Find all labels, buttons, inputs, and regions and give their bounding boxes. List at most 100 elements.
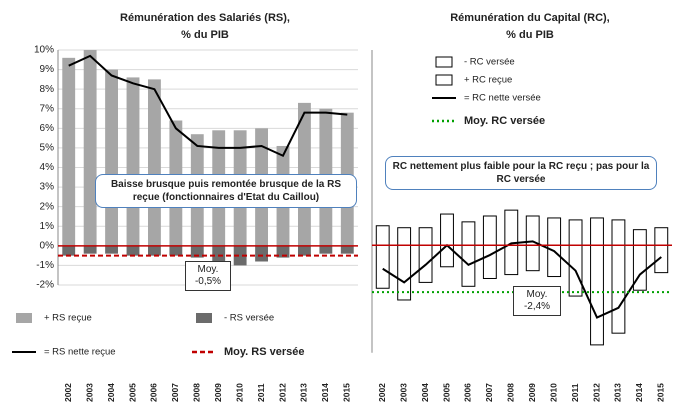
bar: [654, 227, 669, 246]
bar: [654, 244, 669, 274]
y-tick-label: 0%: [40, 240, 55, 251]
x-tick-label: 2011: [570, 383, 580, 402]
chart-title: Rémunération du Capital (RC),: [450, 12, 610, 24]
x-tick-label: 2011: [256, 383, 266, 402]
bar: [126, 245, 140, 256]
bar: [126, 77, 140, 246]
x-tick-label: 2008: [192, 383, 202, 402]
legend-label: + RC reçue: [464, 75, 512, 86]
x-tick-label: 2014: [320, 383, 330, 402]
bar: [375, 225, 390, 246]
bar: [298, 245, 311, 256]
bar: [482, 244, 497, 279]
chart-title: Rémunération des Salariés (RS),: [120, 12, 290, 24]
legend-label: = RC nette versée: [464, 93, 541, 104]
legend-label: Moy. RS versée: [224, 346, 305, 358]
bar: [83, 50, 97, 246]
x-tick-label: 2013: [613, 383, 623, 402]
bar: [340, 245, 354, 254]
bar: [83, 245, 97, 254]
bar: [105, 245, 118, 254]
chart-title: % du PIB: [181, 29, 229, 41]
bar: [632, 244, 647, 291]
average-label: Moy. -0,5%: [185, 261, 231, 291]
x-tick-label: 2015: [342, 383, 352, 402]
y-tick-label: 8%: [40, 84, 55, 95]
x-tick-label: 2004: [420, 383, 430, 402]
bar: [611, 219, 626, 246]
bar: [504, 209, 519, 246]
annotation: RC nettement plus faible pour la RC reçu…: [385, 156, 657, 190]
bar: [190, 245, 204, 258]
bar: [525, 244, 540, 272]
bar: [233, 245, 247, 266]
bar: [105, 69, 118, 246]
x-tick-label: 2002: [63, 383, 73, 402]
bar: [547, 217, 562, 246]
x-tick-label: 2004: [106, 383, 116, 402]
y-tick-label: 6%: [40, 123, 55, 134]
y-tick-label: 2%: [40, 201, 55, 212]
x-tick-label: 2007: [484, 383, 494, 402]
chart-title: % du PIB: [506, 29, 554, 41]
x-tick-label: 2006: [149, 383, 159, 402]
x-tick-label: 2008: [506, 383, 516, 402]
x-tick-label: 2003: [84, 383, 94, 402]
x-tick-label: 2009: [213, 383, 223, 402]
legend-label: - RC versée: [464, 57, 515, 68]
legend-label: + RS reçue: [44, 313, 92, 324]
x-tick-label: 2009: [527, 383, 537, 402]
x-tick-label: 2010: [234, 383, 244, 402]
bar: [375, 244, 390, 289]
bar: [397, 227, 412, 246]
annotation: Baisse brusque puis remontée brusque de …: [95, 174, 357, 208]
legend-label: Moy. RC versée: [464, 115, 545, 127]
legend-label: = RS nette reçue: [44, 347, 116, 358]
net-line: [68, 54, 348, 158]
x-tick-label: 2003: [398, 383, 408, 402]
bar: [212, 245, 226, 262]
bar: [504, 244, 519, 276]
legend-swatch: [435, 74, 453, 86]
bar: [255, 245, 268, 262]
y-tick-label: 7%: [40, 103, 55, 114]
x-tick-label: 2010: [548, 383, 558, 402]
bar: [590, 244, 604, 346]
x-tick-label: 2013: [299, 383, 309, 402]
y-tick-label: 3%: [40, 182, 55, 193]
bar: [611, 244, 626, 334]
bar: [568, 219, 583, 246]
bar: [62, 245, 76, 256]
bar: [440, 213, 454, 246]
y-tick-label: 1%: [40, 221, 55, 232]
bar: [169, 245, 183, 256]
y-tick-label: 9%: [40, 64, 55, 75]
x-tick-label: 2014: [634, 383, 644, 402]
legend-swatch: [196, 313, 212, 323]
x-tick-label: 2012: [591, 383, 601, 402]
average-label: Moy. -2,4%: [513, 286, 561, 316]
legend-label: - RS versée: [224, 313, 274, 324]
bar: [148, 245, 161, 256]
x-tick-label: 2007: [170, 383, 180, 402]
x-tick-label: 2002: [377, 383, 387, 402]
bar: [482, 215, 497, 246]
legend-swatch: [435, 56, 453, 68]
bar: [276, 245, 290, 258]
bar: [319, 245, 333, 254]
y-tick-label: 10%: [34, 45, 54, 56]
y-tick-label: -2%: [36, 280, 54, 291]
net-line: [382, 240, 662, 319]
x-tick-label: 2006: [463, 383, 473, 402]
x-tick-label: 2012: [277, 383, 287, 402]
x-tick-label: 2005: [127, 383, 137, 402]
bar: [148, 79, 161, 246]
legend-swatch: [16, 313, 32, 323]
bar: [418, 227, 433, 246]
bar: [461, 221, 476, 246]
y-tick-label: -1%: [36, 260, 54, 271]
bar: [632, 229, 647, 246]
bar: [62, 57, 76, 246]
